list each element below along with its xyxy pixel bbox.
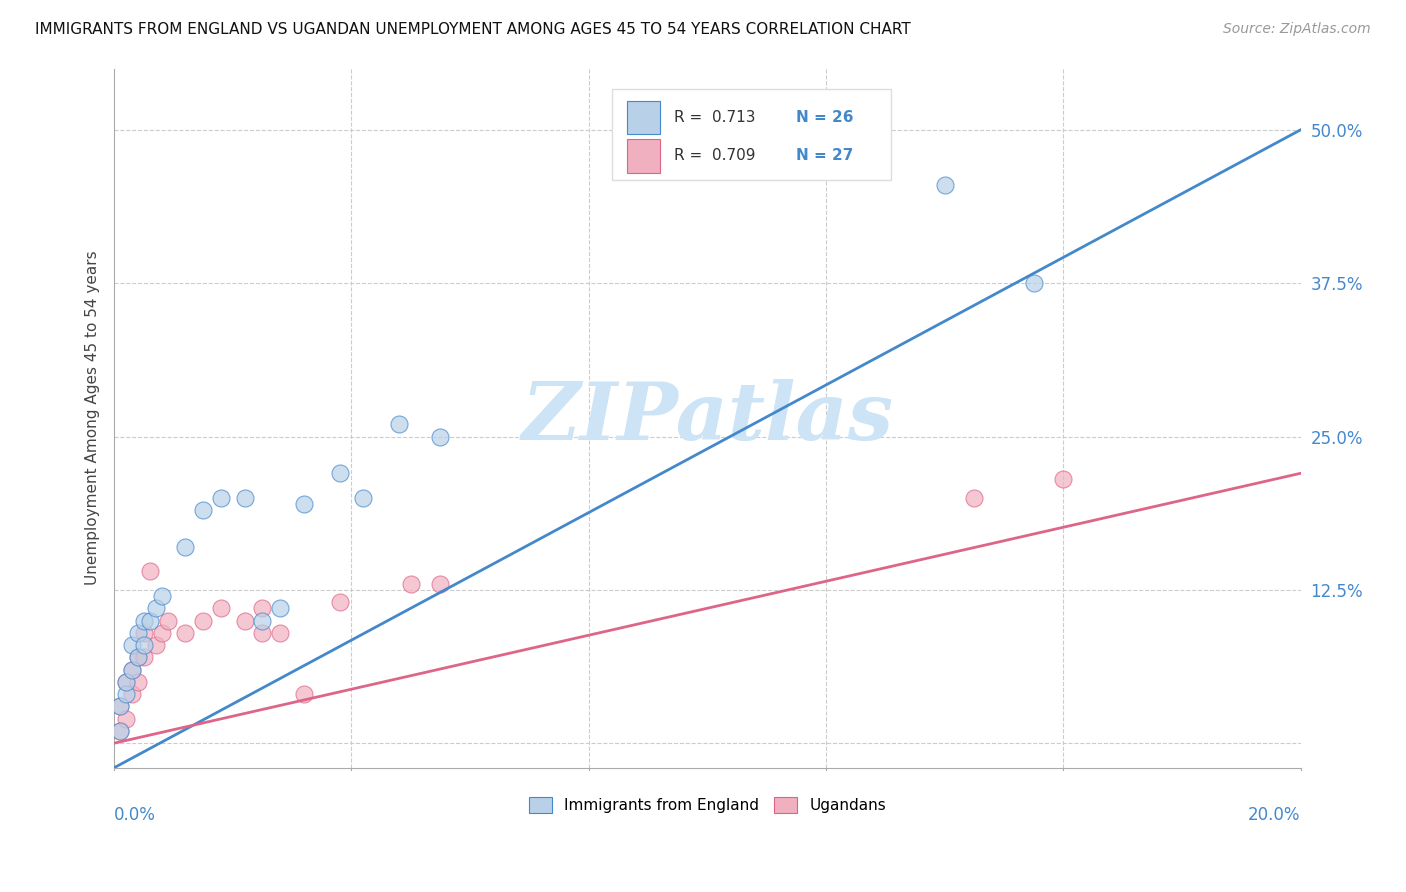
Point bbox=[127, 650, 149, 665]
Point bbox=[108, 723, 131, 738]
Point bbox=[269, 601, 291, 615]
Point bbox=[115, 687, 138, 701]
FancyBboxPatch shape bbox=[627, 139, 659, 173]
Point bbox=[429, 576, 451, 591]
Text: ZIPatlas: ZIPatlas bbox=[522, 379, 893, 457]
Point bbox=[108, 699, 131, 714]
Point bbox=[233, 614, 256, 628]
Point bbox=[269, 625, 291, 640]
Legend: Immigrants from England, Ugandans: Immigrants from England, Ugandans bbox=[523, 791, 893, 820]
Point bbox=[292, 687, 315, 701]
Point bbox=[121, 638, 143, 652]
Text: Source: ZipAtlas.com: Source: ZipAtlas.com bbox=[1223, 22, 1371, 37]
Point bbox=[115, 712, 138, 726]
Point bbox=[145, 638, 167, 652]
Point bbox=[388, 417, 411, 432]
FancyBboxPatch shape bbox=[613, 89, 891, 180]
Point bbox=[352, 491, 374, 505]
Point bbox=[252, 601, 274, 615]
Point bbox=[1052, 472, 1074, 486]
Point bbox=[132, 614, 155, 628]
Point bbox=[233, 491, 256, 505]
Point bbox=[139, 614, 162, 628]
Point bbox=[292, 497, 315, 511]
Point bbox=[252, 625, 274, 640]
Point bbox=[429, 429, 451, 443]
Point bbox=[209, 601, 232, 615]
Text: R =  0.713: R = 0.713 bbox=[673, 110, 755, 125]
Point bbox=[121, 663, 143, 677]
Point bbox=[1022, 276, 1045, 290]
Point bbox=[132, 650, 155, 665]
Point bbox=[108, 699, 131, 714]
Point bbox=[191, 614, 214, 628]
Point bbox=[127, 674, 149, 689]
Point bbox=[121, 663, 143, 677]
Point bbox=[127, 625, 149, 640]
Point bbox=[156, 614, 179, 628]
Text: N = 26: N = 26 bbox=[796, 110, 853, 125]
Point bbox=[329, 595, 352, 609]
Point bbox=[108, 723, 131, 738]
Point bbox=[329, 467, 352, 481]
Point bbox=[127, 650, 149, 665]
Y-axis label: Unemployment Among Ages 45 to 54 years: Unemployment Among Ages 45 to 54 years bbox=[86, 251, 100, 585]
Point bbox=[191, 503, 214, 517]
Text: 20.0%: 20.0% bbox=[1249, 806, 1301, 824]
Point bbox=[252, 614, 274, 628]
Point bbox=[934, 178, 956, 192]
Point bbox=[174, 625, 197, 640]
Text: IMMIGRANTS FROM ENGLAND VS UGANDAN UNEMPLOYMENT AMONG AGES 45 TO 54 YEARS CORREL: IMMIGRANTS FROM ENGLAND VS UGANDAN UNEMP… bbox=[35, 22, 911, 37]
Point bbox=[150, 589, 173, 603]
Point bbox=[121, 687, 143, 701]
Text: R =  0.709: R = 0.709 bbox=[673, 148, 755, 163]
Text: 0.0%: 0.0% bbox=[114, 806, 156, 824]
Point bbox=[174, 540, 197, 554]
FancyBboxPatch shape bbox=[627, 101, 659, 134]
Point bbox=[963, 491, 986, 505]
Point bbox=[209, 491, 232, 505]
Point bbox=[132, 625, 155, 640]
Point bbox=[115, 674, 138, 689]
Point bbox=[115, 674, 138, 689]
Point bbox=[139, 565, 162, 579]
Point bbox=[132, 638, 155, 652]
Point bbox=[150, 625, 173, 640]
Point bbox=[145, 601, 167, 615]
Point bbox=[399, 576, 422, 591]
Text: N = 27: N = 27 bbox=[796, 148, 853, 163]
